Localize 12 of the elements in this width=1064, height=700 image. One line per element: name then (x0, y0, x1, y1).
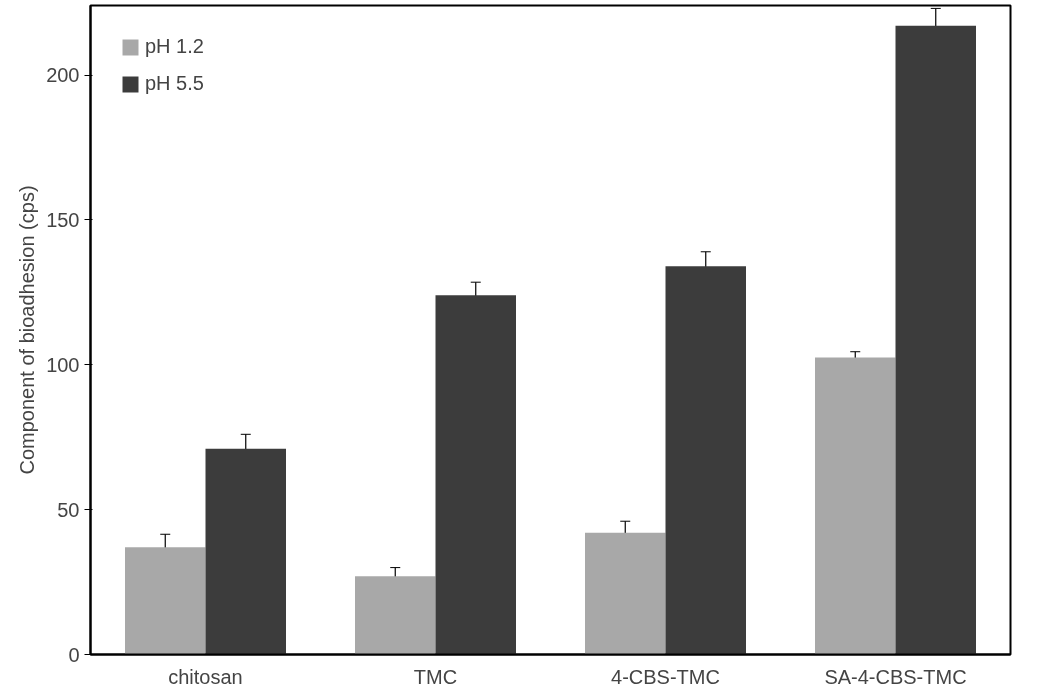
legend-label: pH 1.2 (145, 35, 204, 58)
y-tick-label: 100 (46, 353, 80, 376)
legend-label: pH 5.5 (145, 72, 204, 95)
x-tick-label: 4-CBS-TMC (611, 665, 720, 688)
y-tick-label: 200 (46, 64, 80, 87)
y-axis-title: Component of bioadhesion (cps) (16, 185, 39, 475)
x-tick-label: TMC (413, 665, 458, 688)
y-tick-label: 150 (46, 208, 80, 231)
x-tick-label: SA-4-CBS-TMC (824, 665, 967, 688)
y-tick-label: 50 (57, 498, 80, 521)
x-tick-label: chitosan (168, 665, 243, 688)
y-tick-label: 0 (68, 643, 80, 666)
